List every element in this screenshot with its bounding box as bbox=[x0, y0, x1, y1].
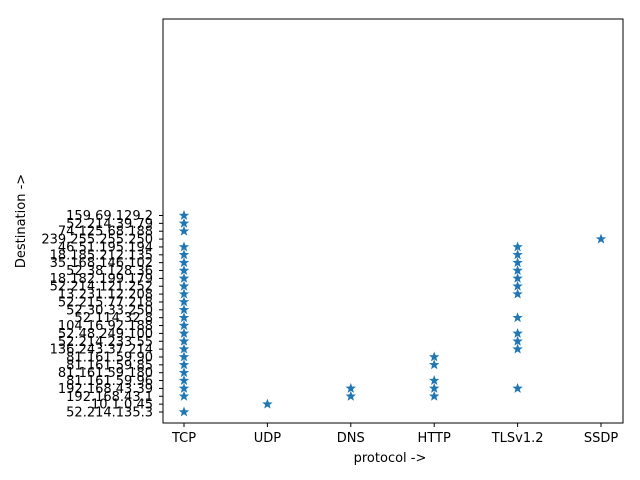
data-point bbox=[512, 288, 523, 299]
y-tick-label: 52.215.77.218 bbox=[58, 295, 153, 310]
y-tick-label: 81.161.59.90 bbox=[66, 350, 153, 365]
y-tick-label: 13.231.12.208 bbox=[58, 288, 153, 303]
data-point bbox=[178, 312, 190, 323]
data-point bbox=[512, 257, 523, 268]
y-tick-label: 52.114.32.8 bbox=[74, 311, 153, 326]
data-point bbox=[178, 335, 190, 346]
x-tick-label: SSDP bbox=[584, 431, 619, 446]
data-point bbox=[178, 280, 190, 291]
data-point bbox=[262, 398, 273, 409]
y-tick-label: 46.51.195.194 bbox=[58, 240, 153, 255]
data-point bbox=[178, 375, 190, 385]
y-tick-label: 18.182.199.179 bbox=[50, 272, 153, 287]
data-point bbox=[429, 375, 440, 385]
data-point bbox=[429, 382, 440, 393]
data-point bbox=[178, 241, 190, 252]
data-point bbox=[178, 257, 190, 268]
data-point bbox=[178, 406, 190, 417]
data-points bbox=[178, 210, 607, 417]
data-point bbox=[512, 312, 523, 323]
data-point bbox=[512, 327, 523, 338]
y-tick-label: 52.214.233.55 bbox=[58, 335, 153, 350]
x-tick-label: DNS bbox=[337, 431, 365, 446]
data-point bbox=[178, 351, 190, 362]
x-axis: TCP UDP DNS HTTP TLSv1.2 SSDP bbox=[171, 423, 618, 446]
data-point bbox=[512, 249, 523, 260]
data-point bbox=[178, 288, 190, 299]
data-point bbox=[178, 327, 190, 338]
y-tick-label: 239.255.255.250 bbox=[41, 233, 153, 248]
y-axis: 52.214.135.310.1.0.45192.168.43.1192.168… bbox=[41, 209, 163, 421]
data-point bbox=[178, 217, 190, 228]
y-tick-label: 104.16.92.188 bbox=[58, 319, 153, 334]
y-tick-label: 52.48.249.100 bbox=[58, 327, 153, 342]
y-tick-label: 52.38.128.36 bbox=[66, 264, 153, 279]
data-point bbox=[178, 390, 190, 401]
data-point bbox=[178, 343, 190, 354]
data-point bbox=[178, 304, 190, 315]
y-tick-label: 52.214.39.79 bbox=[66, 217, 153, 232]
y-tick-label: 18.185.212.135 bbox=[50, 248, 153, 263]
y-tick-label: 81.161.59.180 bbox=[58, 366, 153, 381]
y-tick-label: 35.168.146.102 bbox=[50, 256, 153, 271]
x-tick-label: UDP bbox=[254, 431, 282, 446]
data-point bbox=[512, 272, 523, 283]
data-point bbox=[512, 265, 523, 275]
data-point bbox=[512, 280, 523, 291]
data-point bbox=[178, 296, 190, 307]
data-point bbox=[178, 272, 190, 283]
y-tick-label: 81.161.59.85 bbox=[66, 358, 153, 373]
y-tick-label: 10.1.0.45 bbox=[91, 398, 153, 413]
x-axis-label: protocol -> bbox=[354, 451, 427, 466]
data-point bbox=[178, 249, 190, 260]
y-tick-label: 81.161.59.96 bbox=[66, 374, 153, 389]
y-tick-label: 192.168.43.1 bbox=[66, 390, 153, 405]
y-tick-label: 52.214.121.252 bbox=[50, 280, 153, 295]
y-tick-label: 159.69.129.2 bbox=[66, 209, 153, 224]
y-axis-label: Destination -> bbox=[14, 174, 29, 268]
data-point bbox=[512, 241, 523, 252]
x-tick-label: TCP bbox=[171, 431, 196, 446]
x-tick-label: HTTP bbox=[418, 431, 451, 446]
data-point bbox=[178, 210, 190, 220]
data-point bbox=[178, 367, 190, 378]
data-point bbox=[178, 359, 190, 370]
data-point bbox=[178, 382, 190, 393]
y-tick-label: 52.30.33.250 bbox=[66, 303, 153, 318]
data-point bbox=[178, 225, 190, 236]
x-tick-label: TLSv1.2 bbox=[491, 431, 544, 446]
data-point bbox=[178, 265, 190, 275]
y-tick-label: 52.214.135.3 bbox=[66, 406, 153, 421]
data-point bbox=[429, 359, 440, 370]
y-tick-label: 192.168.43.39 bbox=[58, 382, 153, 397]
data-point bbox=[429, 351, 440, 362]
data-point bbox=[429, 390, 440, 401]
data-point bbox=[345, 382, 356, 393]
plot-area bbox=[162, 18, 624, 424]
data-point bbox=[512, 335, 523, 346]
data-point bbox=[512, 343, 523, 354]
data-point bbox=[345, 390, 356, 401]
y-tick-label: 136.243.37.214 bbox=[50, 343, 153, 358]
data-point bbox=[178, 320, 190, 330]
y-tick-label: 74.125.68.188 bbox=[58, 225, 153, 240]
data-point bbox=[512, 382, 523, 393]
data-point bbox=[595, 233, 607, 244]
